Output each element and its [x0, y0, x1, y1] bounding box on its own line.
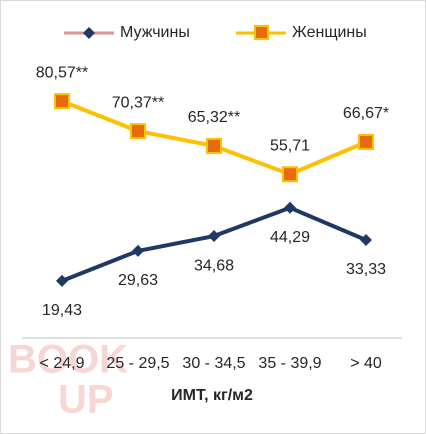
data-label: 33,33	[346, 261, 386, 278]
x-axis-title: ИМТ, кг/м2	[171, 387, 253, 404]
legend-label: Женщины	[292, 24, 367, 41]
data-label: 66,67*	[343, 105, 389, 122]
data-label: 19,43	[42, 302, 82, 319]
point	[284, 201, 296, 214]
point	[56, 274, 68, 287]
point	[208, 230, 220, 243]
data-label: 80,57**	[36, 64, 89, 81]
point	[358, 133, 374, 150]
data-label: 44,29	[270, 229, 310, 246]
data-label: 65,32**	[188, 109, 241, 126]
data-label: 70,37**	[112, 94, 165, 111]
legend-marker	[83, 27, 95, 39]
data-label: 34,68	[194, 257, 234, 274]
legend-label: Мужчины	[120, 24, 190, 41]
point	[132, 244, 144, 257]
watermark: UP	[58, 378, 114, 422]
x-tick-label: < 24,9	[40, 355, 85, 372]
x-tick-label: 25 - 29,5	[106, 355, 169, 372]
x-tick-label: 30 - 34,5	[182, 355, 245, 372]
point	[54, 93, 70, 110]
point	[206, 137, 222, 154]
watermark: BOOK	[8, 338, 128, 382]
data-label: 55,71	[270, 137, 310, 154]
x-tick-label: 35 - 39,9	[258, 355, 321, 372]
point	[360, 234, 372, 247]
x-tick-label: > 40	[350, 355, 382, 372]
legend-marker	[254, 25, 269, 40]
point	[130, 123, 146, 140]
data-label: 29,63	[118, 272, 158, 289]
point	[282, 166, 298, 183]
